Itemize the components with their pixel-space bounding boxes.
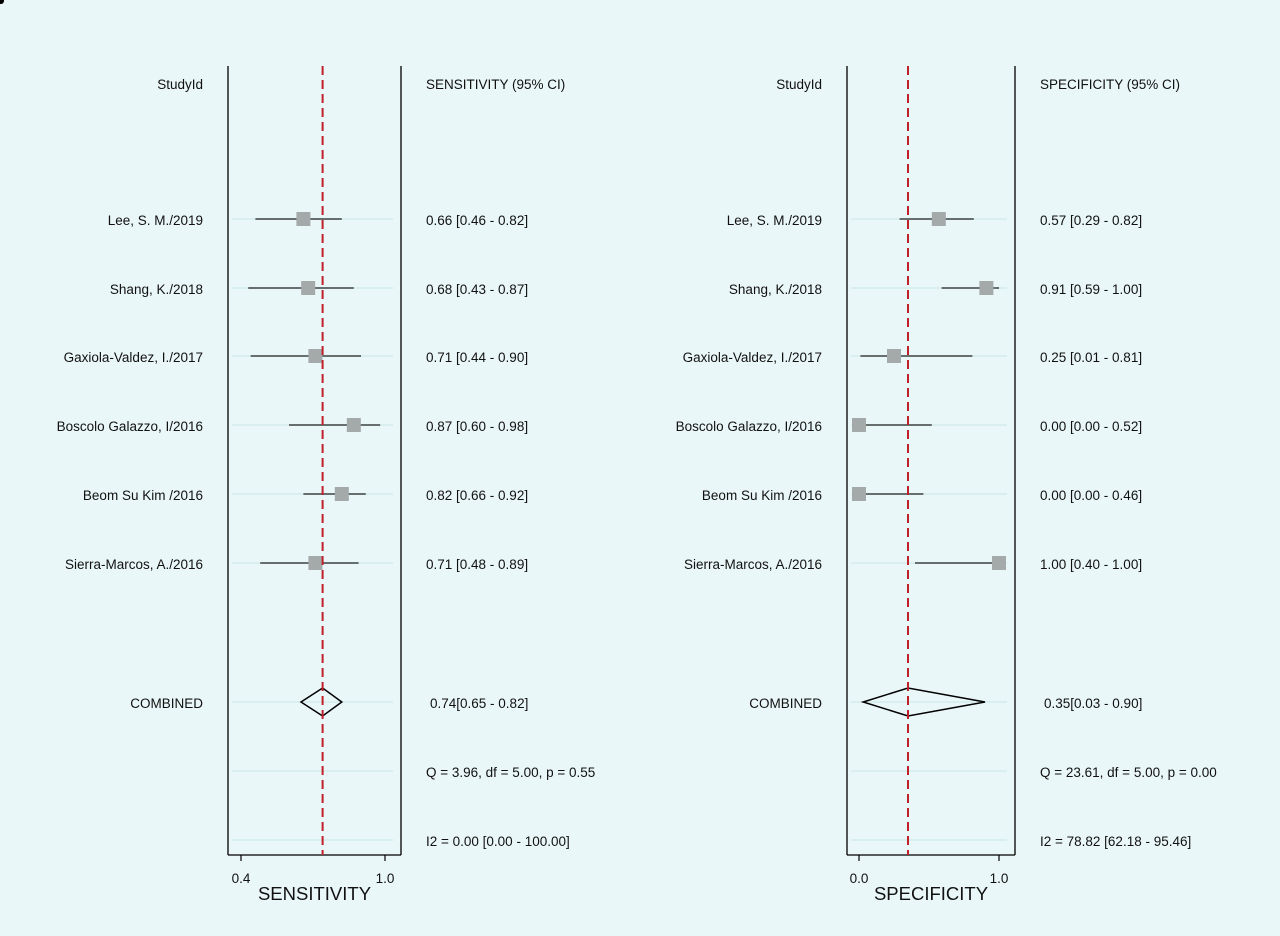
sensitivity-study-header: StudyId [157, 77, 203, 92]
sensitivity-x-axis-title: SENSITIVITY [258, 883, 371, 904]
specificity-study-label: Shang, K./2018 [729, 282, 822, 297]
specificity-estimate-text: 0.00 [0.00 - 0.52] [1040, 419, 1142, 434]
specificity-combined-label: COMBINED [749, 696, 822, 711]
sensitivity-point-estimate [334, 487, 349, 501]
sensitivity-study-label: Boscolo Galazzo, I/2016 [57, 419, 203, 434]
specificity-estimate-text: 1.00 [0.40 - 1.00] [1040, 557, 1142, 572]
specificity-q-statistic: Q = 23.61, df = 5.00, p = 0.00 [1040, 765, 1217, 780]
specificity-combined-diamond [860, 687, 986, 717]
sensitivity-combined-diamond [299, 687, 344, 717]
specificity-estimate-header: SPECIFICITY (95% CI) [1040, 77, 1180, 92]
specificity-i2-statistic: I2 = 78.82 [62.18 - 95.46] [1040, 834, 1191, 849]
sensitivity-study-label: Shang, K./2018 [110, 282, 203, 297]
sensitivity-point-estimate [308, 349, 323, 363]
sensitivity-estimate-text: 0.82 [0.66 - 0.92] [426, 488, 528, 503]
sensitivity-estimate-text: 0.66 [0.46 - 0.82] [426, 213, 528, 228]
sensitivity-point-estimate [308, 556, 323, 570]
sensitivity-study-label: Lee, S. M./2019 [108, 213, 203, 228]
sensitivity-study-label: Sierra-Marcos, A./2016 [65, 557, 203, 572]
specificity-x-axis-title: SPECIFICITY [874, 883, 988, 904]
sensitivity-estimate-text: 0.87 [0.60 - 0.98] [426, 419, 528, 434]
sensitivity-point-estimate [296, 212, 311, 226]
specificity-study-header: StudyId [776, 77, 822, 92]
specificity-study-label: Lee, S. M./2019 [727, 213, 822, 228]
specificity-estimate-text: 0.00 [0.00 - 0.46] [1040, 488, 1142, 503]
specificity-point-estimate [852, 418, 866, 432]
specificity-x-tick-label: 1.0 [990, 871, 1009, 886]
sensitivity-combined-label: COMBINED [130, 696, 203, 711]
sensitivity-combined-text: 0.74[0.65 - 0.82] [430, 696, 528, 711]
specificity-study-label: Beom Su Kim /2016 [702, 488, 822, 503]
sensitivity-estimate-text: 0.71 [0.48 - 0.89] [426, 557, 528, 572]
sensitivity-i2-statistic: I2 = 0.00 [0.00 - 100.00] [426, 834, 570, 849]
corner-mark [0, 0, 4, 4]
sensitivity-estimate-header: SENSITIVITY (95% CI) [426, 77, 565, 92]
sensitivity-study-label: Gaxiola-Valdez, I./2017 [64, 350, 203, 365]
specificity-point-estimate [979, 281, 994, 295]
specificity-estimate-text: 0.25 [0.01 - 0.81] [1040, 350, 1142, 365]
sensitivity-estimate-text: 0.68 [0.43 - 0.87] [426, 282, 528, 297]
sensitivity-x-tick-label: 0.4 [232, 871, 251, 886]
specificity-point-estimate [931, 212, 946, 226]
specificity-study-label: Gaxiola-Valdez, I./2017 [683, 350, 822, 365]
sensitivity-point-estimate [301, 281, 316, 295]
sensitivity-estimate-text: 0.71 [0.44 - 0.90] [426, 350, 528, 365]
specificity-point-estimate [887, 349, 901, 363]
sensitivity-study-label: Beom Su Kim /2016 [83, 488, 203, 503]
sensitivity-q-statistic: Q = 3.96, df = 5.00, p = 0.55 [426, 765, 595, 780]
specificity-study-label: Boscolo Galazzo, I/2016 [676, 419, 822, 434]
specificity-point-estimate [852, 487, 866, 501]
sensitivity-x-tick-label: 1.0 [376, 871, 395, 886]
specificity-estimate-text: 0.57 [0.29 - 0.82] [1040, 213, 1142, 228]
specificity-estimate-text: 0.91 [0.59 - 1.00] [1040, 282, 1142, 297]
specificity-combined-text: 0.35[0.03 - 0.90] [1044, 696, 1142, 711]
sensitivity-point-estimate [346, 418, 361, 432]
specificity-study-label: Sierra-Marcos, A./2016 [684, 557, 822, 572]
specificity-x-tick-label: 0.0 [850, 871, 869, 886]
specificity-point-estimate [992, 556, 1006, 570]
